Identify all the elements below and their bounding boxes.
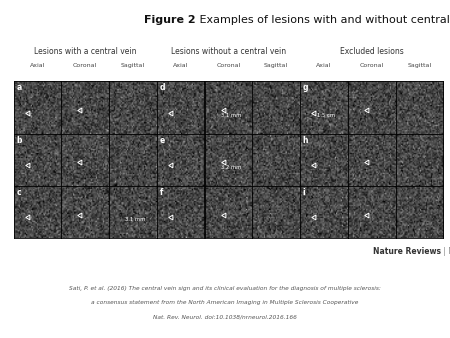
Text: 3.2 mm: 3.2 mm [220,165,241,170]
Text: Nat. Rev. Neurol. doi:10.1038/nrneurol.2016.166: Nat. Rev. Neurol. doi:10.1038/nrneurol.2… [153,314,297,319]
Text: b: b [16,136,22,145]
Text: 3.1 mm: 3.1 mm [125,217,145,222]
Text: h: h [303,136,308,145]
Text: Coronal: Coronal [73,63,97,68]
Text: Sagittal: Sagittal [264,63,288,68]
Text: e: e [160,136,165,145]
Text: Figure 2: Figure 2 [144,15,196,25]
Text: Lesions without a central vein: Lesions without a central vein [171,47,286,56]
Text: a consensus statement from the North American Imaging in Multiple Sclerosis Coop: a consensus statement from the North Ame… [91,300,359,305]
Text: f: f [160,188,163,197]
Text: Examples of lesions with and without central veins: Examples of lesions with and without cen… [196,15,450,25]
Text: Sati, P. et al. (2016) The central vein sign and its clinical evaluation for the: Sati, P. et al. (2016) The central vein … [69,286,381,291]
Text: Axial: Axial [316,63,332,68]
Text: Nature Reviews: Nature Reviews [373,247,441,256]
Text: c: c [16,188,21,197]
Text: d: d [160,83,165,92]
Text: 3.1 mm: 3.1 mm [220,113,241,118]
Text: Excluded lesions: Excluded lesions [340,47,404,56]
Text: Coronal: Coronal [360,63,384,68]
Text: Sagittal: Sagittal [121,63,145,68]
Text: a: a [16,83,22,92]
Text: Axial: Axial [173,63,188,68]
Text: | Neurology: | Neurology [441,247,450,256]
Text: Sagittal: Sagittal [407,63,432,68]
Text: i: i [303,188,306,197]
Text: Axial: Axial [30,63,45,68]
Text: Lesions with a central vein: Lesions with a central vein [34,47,136,56]
Text: 1.5 cm: 1.5 cm [317,113,335,118]
Text: Coronal: Coronal [216,63,240,68]
Text: g: g [303,83,308,92]
